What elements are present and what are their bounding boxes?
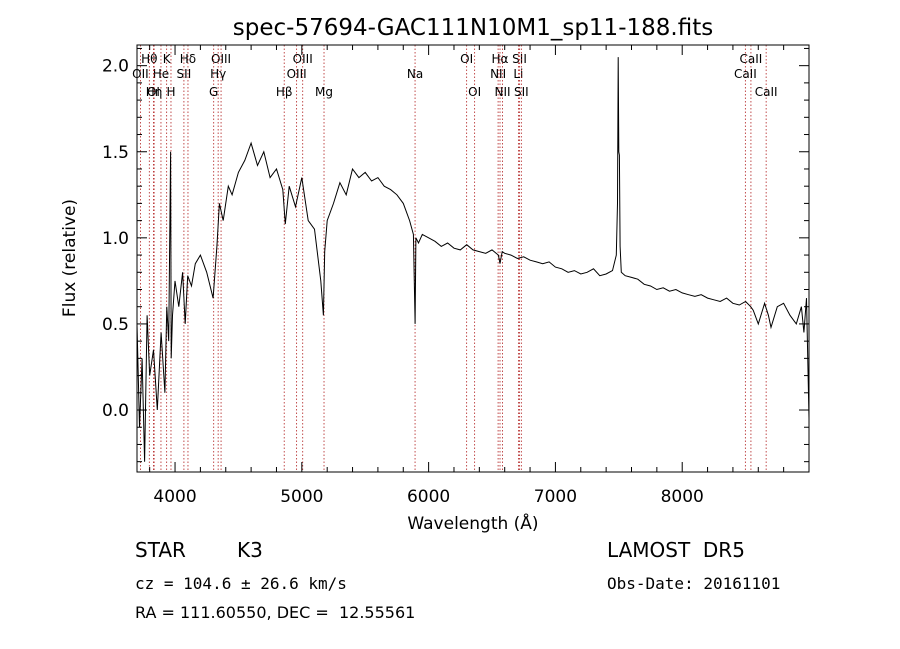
line-marker-label: OII: [132, 67, 149, 81]
line-marker-label: SII: [512, 52, 527, 66]
spectrum-series: [136, 57, 810, 462]
y-axis: 0.0 0.5 1.0 1.5 2.0: [102, 47, 809, 463]
object-subclass: K3: [237, 538, 263, 562]
y-tick-label: 1.5: [102, 143, 129, 163]
observation-date: Obs-Date: 20161101: [607, 574, 781, 593]
line-marker-label: Mg: [315, 85, 333, 99]
line-marker-label: He: [153, 67, 169, 81]
line-marker-label: OI: [460, 52, 473, 66]
line-marker-label: OI: [468, 85, 481, 99]
chart-title: spec-57694-GAC111N10M1_sp11-188.fits: [233, 15, 713, 41]
y-tick-label: 1.0: [102, 229, 129, 249]
line-marker-label: Hη: [146, 85, 163, 99]
line-marker-label: Hθ: [141, 52, 157, 66]
line-marker-label: OIII: [211, 52, 231, 66]
x-tick-label: 8000: [661, 487, 704, 507]
line-marker-label: NII: [490, 67, 506, 81]
x-tick-label: 5000: [280, 487, 323, 507]
x-axis-label: Wavelength (Å): [407, 512, 538, 534]
line-marker-label: OI: [147, 85, 160, 99]
line-marker-label: Na: [407, 67, 423, 81]
coordinates: RA = 111.60550, DEC = 12.55561: [135, 603, 416, 622]
line-marker-label: SII: [177, 67, 192, 81]
line-marker-label: Hγ: [210, 67, 226, 81]
line-marker-label: CaII: [734, 67, 757, 81]
spectrum-line: [136, 57, 810, 462]
line-marker-label: NII: [495, 85, 511, 99]
line-marker-label: Li: [513, 67, 523, 81]
y-tick-label: 0.5: [102, 315, 129, 335]
x-tick-label: 6000: [407, 487, 450, 507]
line-marker-label: K: [163, 52, 172, 66]
line-marker-label: CaII: [740, 52, 763, 66]
y-axis-label: Flux (relative): [60, 199, 80, 317]
plot-frame: [136, 44, 810, 473]
x-tick-label: 4000: [153, 487, 196, 507]
y-tick-label: 2.0: [102, 57, 129, 77]
x-axis: 4000 5000 6000 7000 8000: [149, 45, 810, 507]
object-class: STAR: [135, 538, 186, 562]
line-marker-label: SII: [514, 85, 529, 99]
line-marker-label: Hα: [492, 52, 509, 66]
line-marker-label: OIII: [293, 52, 313, 66]
line-marker-label: G: [209, 85, 218, 99]
line-marker-label: CaII: [755, 85, 778, 99]
line-marker-label: OIII: [287, 67, 307, 81]
line-marker-label: Hδ: [180, 52, 196, 66]
y-tick-label: 0.0: [102, 401, 129, 421]
line-marker-label: H: [166, 85, 175, 99]
survey-name: LAMOST DR5: [607, 538, 745, 562]
line-marker-label: Hβ: [276, 85, 293, 99]
x-tick-label: 7000: [534, 487, 577, 507]
redshift-velocity: cz = 104.6 ± 26.6 km/s: [135, 574, 347, 593]
